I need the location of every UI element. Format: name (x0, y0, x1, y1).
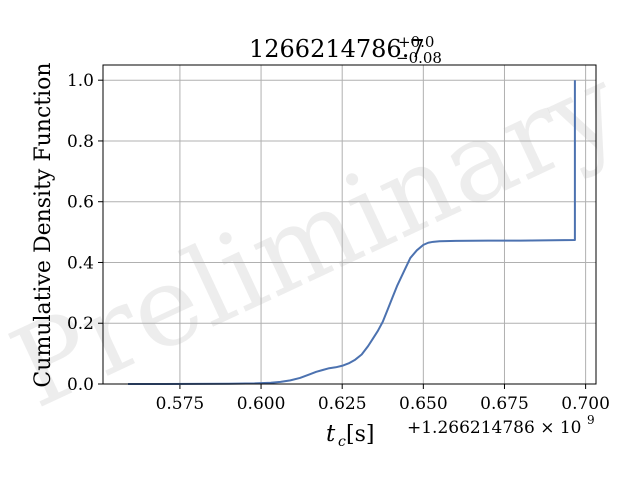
x-axis-label-sub: c (338, 434, 346, 450)
x-tick-label: 0.675 (480, 394, 529, 414)
y-tick-label: 0.8 (67, 132, 94, 152)
title-superscript: +0.0 (398, 33, 434, 51)
chart-title: 1266214786.7 +0.0 −0.08 (249, 33, 442, 67)
x-tick-label: 0.650 (399, 394, 448, 414)
series-group (127, 80, 576, 385)
x-offset-label: +1.266214786 × 10 9 (407, 413, 595, 438)
plot-frame (102, 64, 597, 385)
y-tick-label: 0.6 (67, 193, 94, 213)
title-base: 1266214786.7 (249, 35, 425, 63)
y-ticks: 0.0 0.2 0.4 0.6 0.8 1.0 (67, 71, 103, 395)
y-tick-label: 0.0 (67, 375, 94, 395)
title-subscript: −0.08 (396, 49, 442, 67)
x-tick-label: 0.700 (561, 394, 610, 414)
y-tick-label: 0.2 (67, 314, 94, 334)
y-axis-label: Cumulative Density Function (31, 62, 56, 387)
x-tick-label: 0.575 (156, 394, 205, 414)
x-ticks: 0.575 0.600 0.625 0.650 0.675 0.700 (156, 384, 610, 414)
cdf-line (127, 80, 576, 385)
x-offset-text: +1.266214786 × 10 (407, 418, 582, 438)
x-axis-label-main: t (326, 421, 336, 447)
x-tick-label: 0.600 (237, 394, 286, 414)
y-tick-label: 1.0 (67, 71, 94, 91)
x-axis-label-unit: [s] (346, 422, 374, 447)
y-tick-label: 0.4 (67, 253, 94, 273)
x-offset-exponent: 9 (587, 413, 595, 427)
x-tick-label: 0.625 (318, 394, 367, 414)
x-axis-label: t c [s] (326, 421, 374, 450)
